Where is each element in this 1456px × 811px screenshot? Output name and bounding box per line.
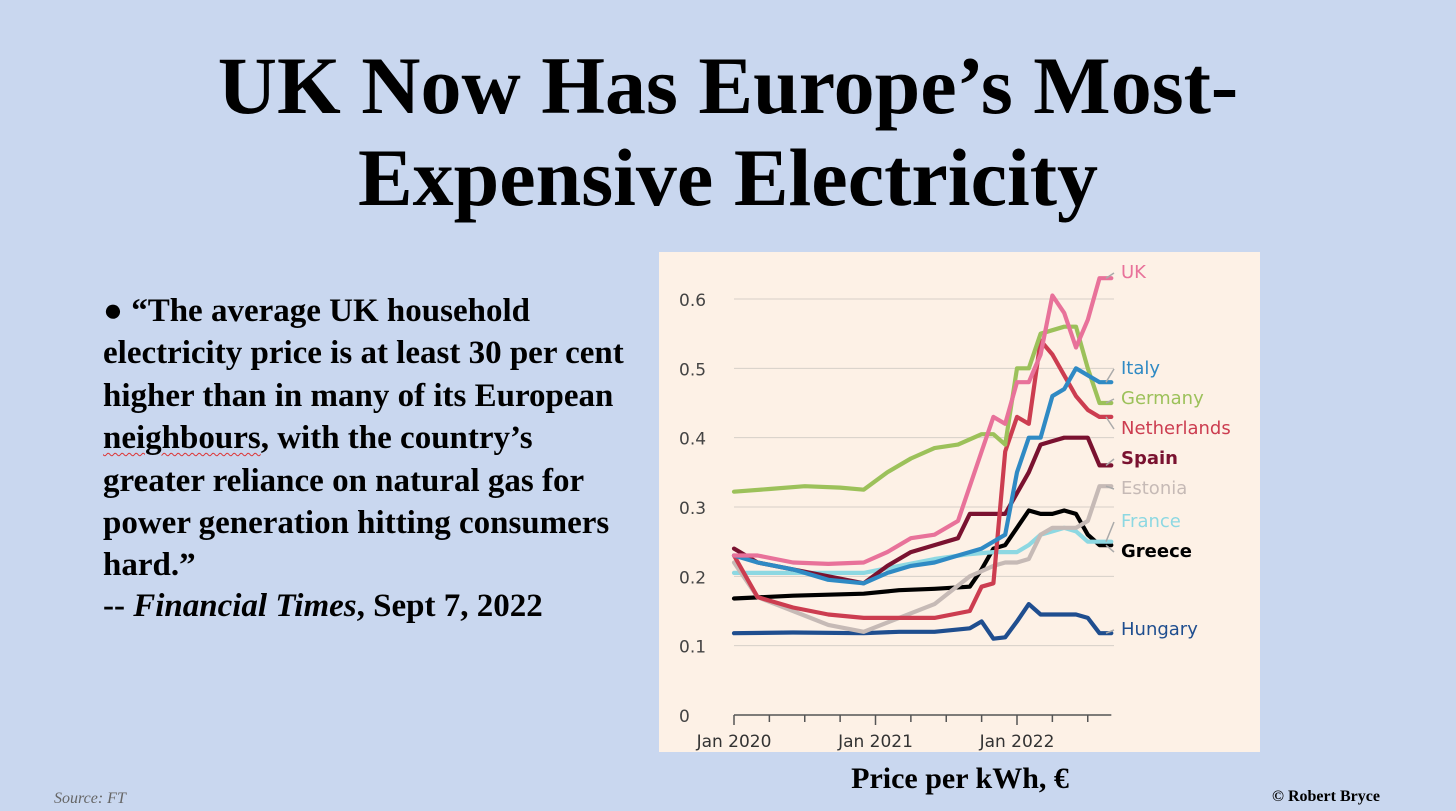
legend-connector — [1105, 544, 1115, 553]
legend-label-hungary: Hungary — [1121, 619, 1198, 640]
credit-note: © Robert Bryce — [1272, 788, 1380, 805]
attribution-publication: Financial Times — [133, 588, 357, 624]
legend-connector — [1105, 398, 1115, 404]
y-tick-label: 0.3 — [679, 499, 706, 519]
line-chart: 0 0.1 0.2 0.3 0.4 0.5 0.6 Jan 2020 Jan 2021 Jan 2… — [679, 262, 1231, 752]
y-tick-label: 0.5 — [679, 360, 706, 380]
legend-label-uk: UK — [1121, 262, 1147, 283]
legend-label-france: France — [1121, 511, 1181, 532]
y-tick-label: 0 — [679, 707, 690, 727]
attribution-prefix: -- — [103, 588, 134, 624]
slide-title: UK Now Has Europe’s Most- Expensive Elec… — [0, 40, 1456, 224]
legend-label-netherlands: Netherlands — [1121, 418, 1231, 439]
quote-text: ● “The average UK household electricity … — [103, 290, 633, 587]
series-line-greece — [731, 508, 1114, 601]
series-line-spain — [731, 435, 1114, 586]
bullet: ● — [103, 293, 123, 329]
title-line-1: UK Now Has Europe’s Most- — [217, 40, 1239, 131]
quote-attribution: -- Financial Times, Sept 7, 2022 — [103, 585, 543, 627]
source-note: Source: FT — [54, 790, 126, 807]
y-tick-label: 0.4 — [679, 430, 706, 450]
y-tick-label: 0.2 — [679, 568, 706, 588]
legend-connector — [1105, 485, 1115, 490]
legend-label-greece: Greece — [1121, 541, 1192, 562]
legend-connector — [1105, 458, 1115, 466]
series-line-uk — [731, 276, 1114, 566]
quote-underlined-word: neighbours — [103, 420, 261, 457]
x-tick-label: Jan 2021 — [837, 732, 913, 752]
quote-part-1: “The average UK household electricity pr… — [103, 293, 624, 414]
series-line-italy — [731, 366, 1114, 586]
series-line-hungary — [731, 602, 1114, 641]
quote-part-2: , with the country’s greater reliance on… — [103, 420, 610, 584]
legend-label-germany: Germany — [1121, 388, 1204, 409]
legend-connector — [1105, 272, 1115, 279]
y-tick-label: 0.6 — [679, 291, 706, 311]
series-line-netherlands — [731, 338, 1114, 620]
x-tick-label: Jan 2020 — [696, 732, 772, 752]
title-line-2: Expensive Electricity — [357, 132, 1099, 223]
series-line-estonia — [731, 484, 1114, 634]
series-line-germany — [731, 324, 1114, 494]
chart-panel: 0 0.1 0.2 0.3 0.4 0.5 0.6 Jan 2020 Jan 2021 Jan 2… — [659, 252, 1260, 752]
legend-connector — [1105, 368, 1115, 383]
legend-connector — [1105, 629, 1115, 634]
legend-label-italy: Italy — [1121, 358, 1160, 379]
legend-connector — [1105, 416, 1115, 430]
legend-label-spain: Spain — [1121, 448, 1178, 469]
legend-connector — [1105, 521, 1115, 542]
y-tick-label: 0.1 — [679, 638, 706, 658]
chart-caption: Price per kWh, € — [851, 762, 1069, 795]
x-tick-label: Jan 2022 — [979, 732, 1055, 752]
legend-label-estonia: Estonia — [1121, 478, 1187, 499]
attribution-date: , Sept 7, 2022 — [356, 588, 543, 624]
